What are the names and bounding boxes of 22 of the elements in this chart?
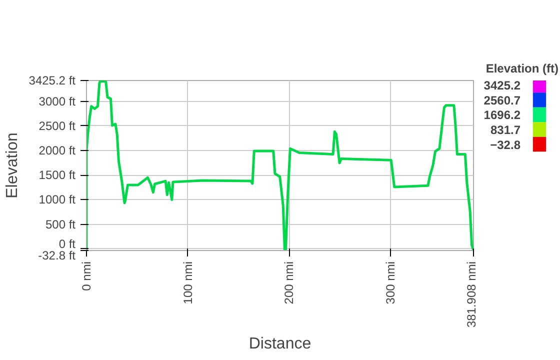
y-tick-label: 3000 ft (38, 94, 76, 108)
x-tick-label: 0 nmi (80, 262, 94, 291)
y-tick-label: 2500 ft (38, 118, 76, 133)
color-bar-label: 3425.2 (484, 78, 521, 93)
color-bar-label: 2560.7 (484, 93, 521, 108)
y-tick-label: 1000 ft (38, 192, 76, 207)
color-bar-label: −32.8 (490, 138, 521, 152)
y-tick-label: 0 ft (58, 236, 76, 251)
color-bar-label: 831.7 (490, 122, 521, 137)
x-tick-label: 381.908 nmi (464, 262, 478, 328)
y-tick-label: 2000 ft (38, 144, 76, 158)
x-tick-label: 200 nmi (282, 261, 296, 304)
x-tick-label: 300 nmi (384, 261, 398, 304)
y-tick-label: -32.8 ft (38, 248, 76, 262)
y-tick-label: 3425.2 ft (28, 74, 76, 88)
y-tick-label: 1500 ft (38, 168, 76, 182)
y-tick-label: 500 ft (45, 217, 76, 232)
color-bar-title: Elevation (ft) (486, 62, 559, 76)
color-bar-label: 1696.2 (484, 108, 521, 122)
y-axis-title: Elevation (4, 132, 21, 198)
x-tick-label: 100 nmi (180, 261, 195, 304)
x-axis-title: Distance (248, 336, 312, 353)
